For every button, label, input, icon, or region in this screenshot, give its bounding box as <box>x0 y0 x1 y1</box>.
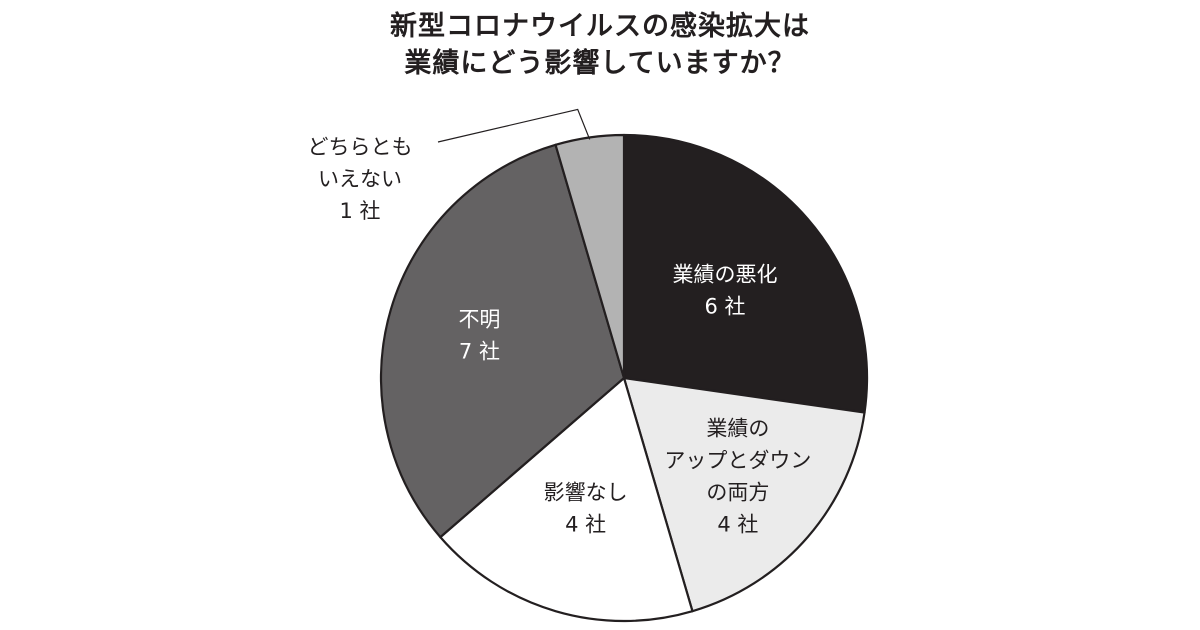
chart-title-line-2: 業績にどう影響していますか？ <box>404 48 796 79</box>
slice-label-line: どちらとも <box>308 135 413 159</box>
slice-label-3: 不明 7 社 <box>458 308 500 364</box>
slice-value-label: 1 社 <box>339 199 380 223</box>
slice-label-line: の両方 <box>706 481 769 505</box>
slice-label-0: 業績の悪化 6 社 <box>673 262 778 318</box>
slice-value-label: 4 社 <box>717 513 758 537</box>
slice-label-4: どちらともいえない 1 社 <box>308 135 413 223</box>
pie-slice-2 <box>439 376 694 623</box>
slice-label-line: 影響なし <box>544 481 628 505</box>
pie-slice-1 <box>622 376 866 613</box>
pie-slice-3 <box>379 143 626 539</box>
slice-value-label: 6 社 <box>704 294 745 318</box>
leader-line-4 <box>437 108 591 143</box>
pie-slices <box>379 133 869 623</box>
chart-title-line-1: 新型コロナウイルスの感染拡大は <box>390 11 810 42</box>
slice-label-2: 影響なし 4 社 <box>544 481 628 537</box>
slice-label-1: 業績のアップとダウンの両方 4 社 <box>664 417 811 537</box>
chart-title: 新型コロナウイルスの感染拡大は 業績にどう影響していますか？ <box>0 8 1200 82</box>
pie-slice-0 <box>622 133 869 414</box>
slice-label-line: 業績の <box>706 417 769 441</box>
slice-label-line: 業績の悪化 <box>673 262 778 286</box>
slice-value-label: 7 社 <box>459 340 500 364</box>
slice-label-line: 不明 <box>458 308 500 332</box>
slice-value-label: 4 社 <box>565 513 606 537</box>
leader-lines <box>437 108 591 143</box>
slice-label-line: アップとダウン <box>664 449 811 473</box>
slice-label-line: いえない <box>318 167 402 191</box>
